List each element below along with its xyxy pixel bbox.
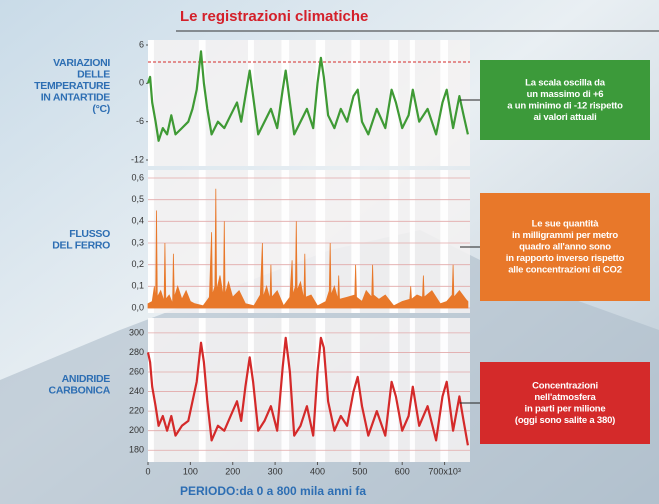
y-tick-label: -12: [131, 154, 144, 164]
annotation-text: un massimo di +6: [527, 89, 604, 100]
y-tick-label: 0: [139, 78, 144, 88]
y-tick-label: 0,5: [131, 194, 144, 204]
x-tick-label: 700x10³: [428, 466, 461, 476]
panel-label: IN ANTARTIDE: [41, 91, 111, 103]
annotation-text: ai valori attuali: [533, 112, 596, 123]
annotation-text: Le sue quantità: [532, 219, 600, 230]
interglacial-band: [247, 40, 254, 166]
panel-label: DELLE: [77, 68, 110, 80]
interglacial-band: [281, 170, 290, 313]
y-tick-label: 240: [129, 386, 144, 396]
interglacial-band: [389, 170, 398, 313]
interglacial-band: [247, 170, 254, 313]
y-tick-label: 280: [129, 347, 144, 357]
x-tick-label: 600: [395, 466, 410, 476]
y-tick-label: 180: [129, 445, 144, 455]
interglacial-band: [315, 40, 326, 166]
x-tick-label: 0: [145, 466, 150, 476]
interglacial-band: [315, 318, 326, 462]
interglacial-band: [281, 318, 290, 462]
plot-area: [148, 170, 470, 313]
interglacial-band: [440, 40, 448, 166]
annotation-text: nell'atmosfera: [534, 392, 596, 403]
y-tick-label: 0,4: [131, 216, 144, 226]
data-area: [147, 188, 469, 309]
interglacial-band: [351, 318, 360, 462]
interglacial-band: [409, 40, 415, 166]
annotation-text: a un minimo di -12 rispetto: [507, 100, 623, 111]
plot-area: [148, 318, 470, 462]
panel-label: TEMPERATURE: [34, 80, 110, 92]
y-tick-label: -6: [136, 116, 144, 126]
annotation-text: La scala oscilla da: [525, 77, 606, 88]
interglacial-band: [247, 318, 254, 462]
annotation-text: quadro all'anno sono: [519, 242, 611, 253]
panel-label: ANIDRIDE: [62, 373, 111, 385]
annotation-box: [480, 60, 650, 140]
x-tick-label: 400: [310, 466, 325, 476]
panel-label: CARBONICA: [49, 385, 111, 397]
panel-label: FLUSSO: [69, 228, 110, 240]
y-tick-label: 0,0: [131, 302, 144, 312]
interglacial-band: [148, 318, 154, 462]
annotation-text: alle concentrazioni di CO2: [508, 265, 622, 276]
interglacial-band: [148, 170, 154, 313]
y-tick-label: 300: [129, 327, 144, 337]
plot-area: [148, 40, 470, 166]
interglacial-band: [198, 40, 206, 166]
y-tick-label: 220: [129, 405, 144, 415]
interglacial-band: [315, 170, 326, 313]
x-tick-label: 200: [225, 466, 240, 476]
annotation-text: Concentrazioni: [532, 380, 598, 391]
interglacial-band: [389, 40, 398, 166]
interglacial-band: [198, 170, 206, 313]
data-line: [146, 336, 469, 446]
annotation-text: in rapporto inverso rispetto: [506, 253, 625, 264]
title: Le registrazioni climatiche: [180, 8, 368, 25]
annotation-text: in milligrammi per metro: [512, 230, 618, 241]
y-tick-label: 6: [139, 39, 144, 49]
annotation-box: [480, 362, 650, 444]
x-tick-label: 100: [183, 466, 198, 476]
interglacial-band: [281, 40, 290, 166]
annotation-text: in parti per milione: [525, 403, 606, 414]
y-tick-label: 0,6: [131, 172, 144, 182]
annotation-text: (oggi sono salite a 380): [515, 415, 615, 426]
x-tick-label: 500: [352, 466, 367, 476]
y-tick-label: 0,2: [131, 259, 144, 269]
y-tick-label: 0,3: [131, 237, 144, 247]
panel-label: (°C): [92, 103, 110, 115]
interglacial-band: [351, 40, 360, 166]
x-tick-label: 300: [268, 466, 283, 476]
interglacial-band: [409, 170, 415, 313]
x-axis-title: PERIODO:da 0 a 800 mila anni fa: [180, 484, 366, 498]
y-tick-label: 0,1: [131, 281, 144, 291]
data-line: [146, 50, 469, 142]
annotation-box: [480, 193, 650, 301]
interglacial-band: [440, 170, 448, 313]
y-tick-label: 260: [129, 366, 144, 376]
panel-label: VARIAZIONI: [53, 57, 110, 69]
panel-label: DEL FERRO: [52, 240, 110, 252]
y-tick-label: 200: [129, 425, 144, 435]
interglacial-band: [148, 40, 154, 166]
interglacial-band: [351, 170, 360, 313]
interglacial-band: [198, 318, 206, 462]
